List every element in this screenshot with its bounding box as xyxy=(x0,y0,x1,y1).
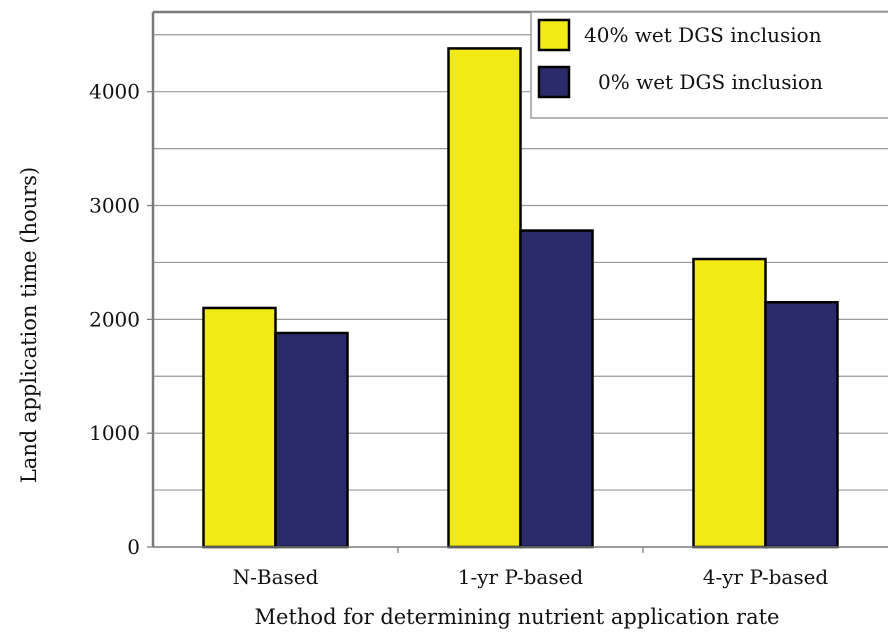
y-tick-label: 0 xyxy=(127,535,140,559)
legend-label-0pct: 0% wet DGS inclusion xyxy=(598,70,823,94)
x-axis-label: Method for determining nutrient applicat… xyxy=(255,605,780,629)
x-tick-label: 1-yr P-based xyxy=(458,565,584,589)
y-tick-label: 3000 xyxy=(89,194,140,218)
tick-labels: 0 1000 2000 3000 4000 N-Based 1-yr P-based 4-yr… xyxy=(89,80,828,589)
legend-label-40pct: 40% wet DGS inclusion xyxy=(584,23,822,47)
y-tick-label: 2000 xyxy=(89,307,140,331)
legend-swatch-40pct xyxy=(537,18,571,52)
x-tick-label: N-Based xyxy=(233,565,319,589)
y-tick-label: 4000 xyxy=(89,80,140,104)
legend-box xyxy=(530,11,888,119)
bar-40pct-2 xyxy=(692,257,767,549)
y-axis-label: Land application time (hours) xyxy=(17,167,41,483)
bar-0pct-2 xyxy=(764,301,839,549)
bar-0pct-1 xyxy=(519,229,594,549)
bar-0pct-0 xyxy=(274,331,349,549)
y-tick-label: 1000 xyxy=(89,421,140,445)
bars xyxy=(202,47,839,549)
x-tick-label: 4-yr P-based xyxy=(703,565,829,589)
legend: 40% wet DGS inclusion 0% wet DGS inclusi… xyxy=(530,11,888,119)
bar-40pct-1 xyxy=(447,47,522,549)
legend-swatch-0pct xyxy=(537,65,571,99)
bar-40pct-0 xyxy=(202,306,277,549)
